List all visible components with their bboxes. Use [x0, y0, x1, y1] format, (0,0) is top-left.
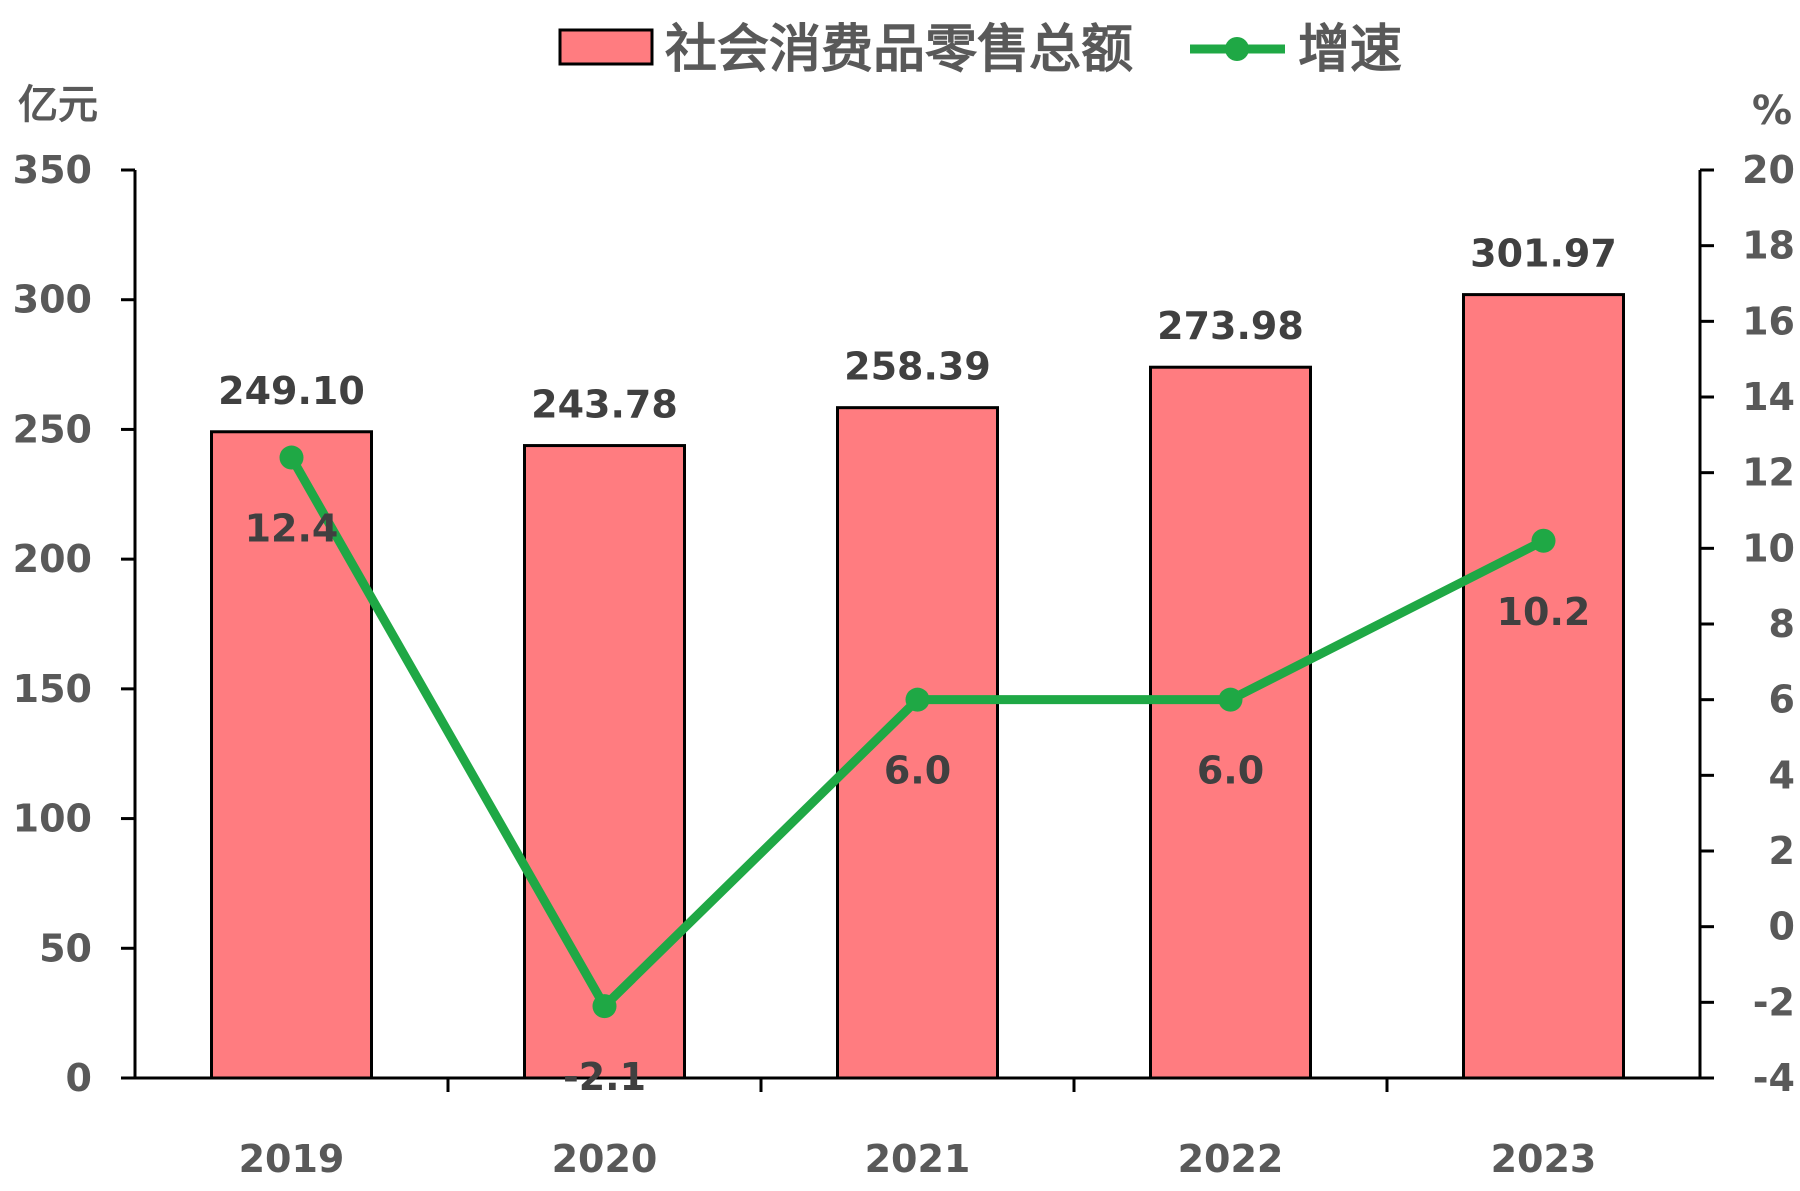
legend-line-label: 增速 — [1298, 20, 1402, 80]
left-tick-label-350: 350 — [13, 148, 92, 192]
growth-point-2023 — [1531, 528, 1556, 553]
right-tick-label-14: 14 — [1742, 375, 1795, 419]
axes-layer: 0 50 100 150 200 250 300 350 -4 -2 0 2 4 6 8 10 12 14 16 18… — [13, 148, 1795, 1181]
right-tick-label--4: -4 — [1753, 1056, 1795, 1100]
left-tick-label-250: 250 — [13, 407, 92, 451]
left-tick-label-300: 300 — [13, 278, 92, 322]
growth-point-2022 — [1218, 687, 1243, 712]
growth-line-layer — [279, 445, 1556, 1019]
right-tick-label-20: 20 — [1742, 148, 1795, 192]
bars-layer — [210, 293, 1625, 1080]
legend-line-marker — [1225, 37, 1249, 61]
legend: 社会消费品零售总额 增速 — [558, 20, 1402, 80]
right-tick-label-8: 8 — [1769, 602, 1795, 646]
right-tick-label-2: 2 — [1769, 829, 1795, 873]
right-tick-label-18: 18 — [1742, 224, 1795, 268]
right-tick-label-16: 16 — [1742, 299, 1795, 343]
bar-2023 — [1462, 293, 1625, 1080]
right-axis-unit: % — [1752, 88, 1792, 134]
right-tick-label-4: 4 — [1769, 753, 1795, 797]
x-tick-label-2020: 2020 — [552, 1137, 658, 1181]
growth-point-2019 — [279, 445, 304, 470]
growth-value-label-2020: -2.1 — [563, 1055, 646, 1099]
bar-2022 — [1149, 365, 1312, 1080]
x-tick-label-2022: 2022 — [1178, 1137, 1284, 1181]
bar-2020 — [523, 444, 686, 1080]
growth-point-2020 — [592, 994, 617, 1019]
bar-value-label-2023: 301.97 — [1470, 232, 1617, 276]
bar-value-label-2019: 249.10 — [218, 369, 365, 413]
growth-value-label-2021: 6.0 — [884, 749, 951, 793]
bar-value-label-2021: 258.39 — [844, 345, 991, 389]
bar-value-label-2020: 243.78 — [531, 383, 678, 427]
bar-value-label-2022: 273.98 — [1157, 304, 1304, 348]
left-tick-label-100: 100 — [13, 797, 92, 841]
labels-layer: 249.10 243.78 258.39 273.98 301.97 12.4 -2.1 6.… — [218, 232, 1617, 1100]
bar-2021 — [836, 406, 999, 1080]
growth-value-label-2019: 12.4 — [245, 507, 339, 551]
right-tick-label-10: 10 — [1742, 526, 1795, 570]
growth-point-2021 — [905, 687, 930, 712]
left-tick-label-50: 50 — [39, 926, 92, 970]
x-tick-label-2019: 2019 — [239, 1137, 345, 1181]
x-tick-label-2023: 2023 — [1491, 1137, 1597, 1181]
left-tick-label-200: 200 — [13, 537, 92, 581]
legend-bar-swatch — [558, 28, 654, 66]
legend-bar-label: 社会消费品零售总额 — [665, 20, 1133, 80]
x-tick-label-2021: 2021 — [865, 1137, 971, 1181]
right-tick-label--2: -2 — [1753, 980, 1795, 1024]
left-axis-unit: 亿元 — [18, 82, 98, 128]
right-tick-label-12: 12 — [1742, 451, 1795, 495]
left-tick-label-150: 150 — [13, 667, 92, 711]
growth-value-label-2022: 6.0 — [1197, 749, 1264, 793]
right-tick-label-0: 0 — [1769, 905, 1795, 949]
left-tick-label-0: 0 — [66, 1056, 92, 1100]
right-tick-label-6: 6 — [1769, 678, 1795, 722]
growth-value-label-2023: 10.2 — [1497, 590, 1591, 634]
